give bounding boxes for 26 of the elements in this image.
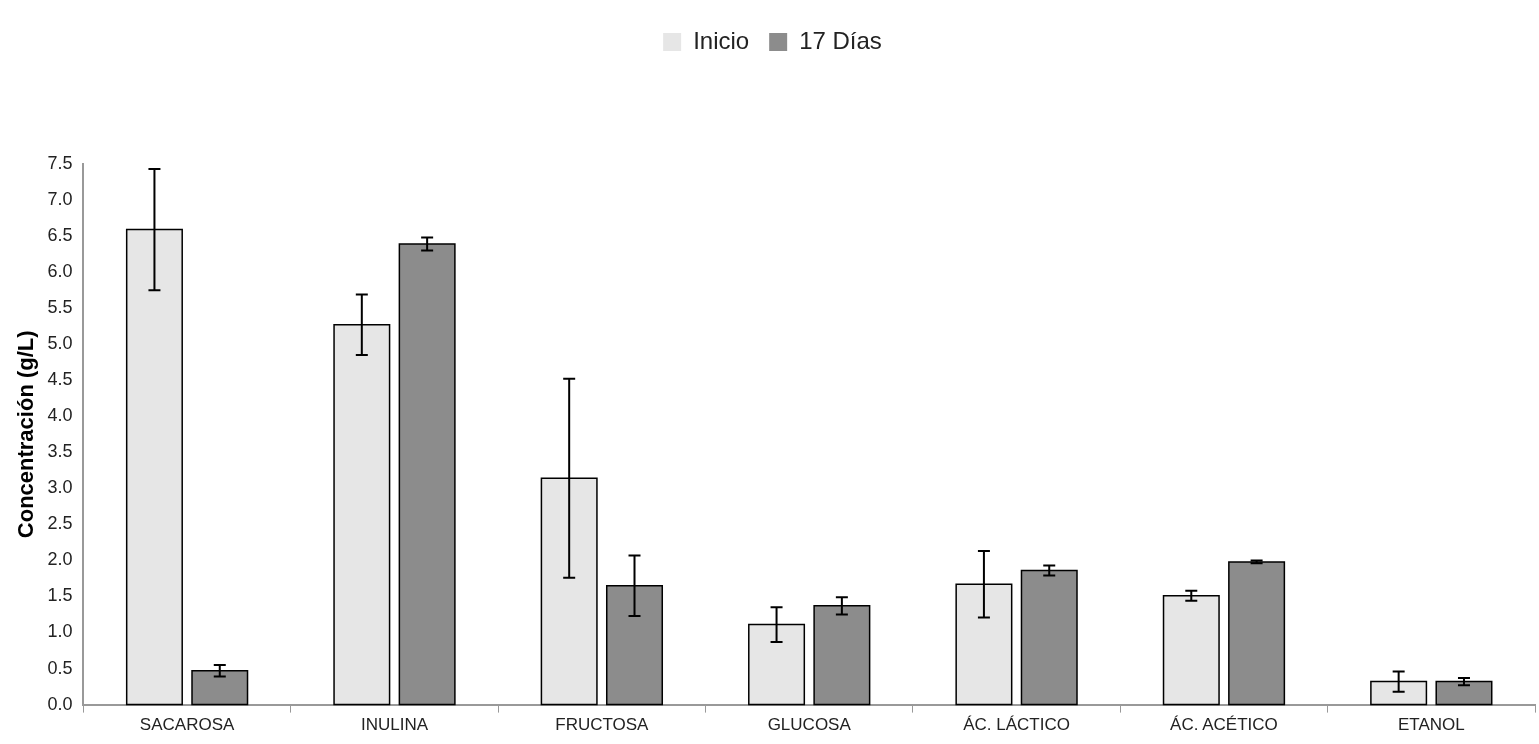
y-tick-label: 5.0 — [47, 333, 73, 354]
y-tick-label: 4.0 — [47, 405, 73, 426]
y-tick-label: 1.0 — [47, 621, 73, 642]
x-tick-label: GLUCOSA — [767, 715, 852, 735]
y-tick-label: 7.5 — [47, 152, 73, 173]
y-tick-label: 2.5 — [47, 513, 73, 534]
legend-label: 17 Días — [799, 26, 882, 54]
y-tick-label: 0.0 — [47, 693, 73, 714]
y-tick-label: 5.5 — [47, 297, 73, 318]
y-tick-label: 3.5 — [47, 441, 73, 462]
y-tick-label: 6.0 — [47, 261, 73, 282]
x-tick-label: ÁC. ACÉTICO — [1170, 715, 1278, 735]
y-tick-label: 0.5 — [47, 657, 73, 678]
x-tick-label: ETANOL — [1397, 715, 1465, 735]
x-tick-label: SACAROSA — [139, 715, 235, 735]
y-tick-label: 7.0 — [47, 189, 73, 210]
y-tick-label: 4.5 — [47, 369, 73, 390]
y-axis-title: Concentración (g/L) — [13, 330, 39, 539]
y-tick-label: 2.0 — [47, 549, 73, 570]
y-tick-label: 1.5 — [47, 585, 73, 606]
x-tick-label: INULINA — [360, 715, 429, 735]
x-tick-label: FRUCTOSA — [555, 715, 650, 735]
y-tick-label: 3.0 — [47, 477, 73, 498]
y-tick-label: 6.5 — [47, 225, 73, 246]
x-tick-label: ÁC. LÁCTICO — [963, 715, 1070, 735]
legend-label: Inicio — [693, 26, 750, 54]
